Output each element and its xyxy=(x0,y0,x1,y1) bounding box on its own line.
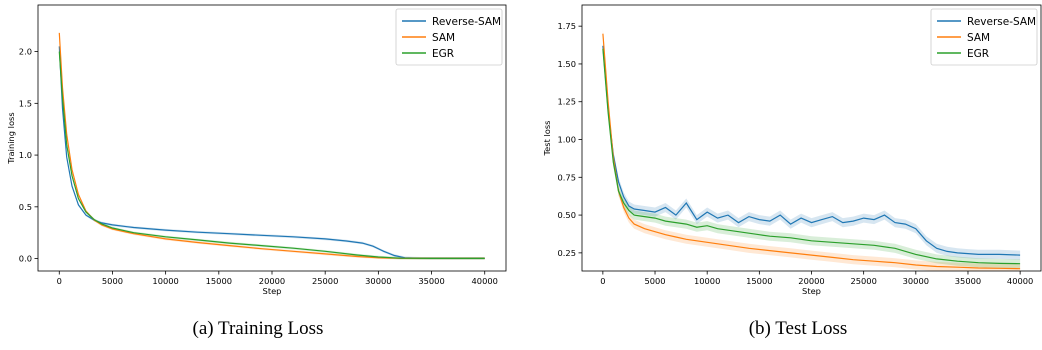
x-tick-label: 35000 xyxy=(955,276,981,286)
x-tick-label: 30000 xyxy=(903,276,929,286)
legend-label-reverse-sam: Reverse-SAM xyxy=(967,16,1036,28)
y-axis-label: Training loss xyxy=(6,112,16,164)
y-tick-label: 1.00 xyxy=(558,135,576,145)
series-line-sam xyxy=(58,32,485,259)
legend-label-sam: SAM xyxy=(432,32,455,44)
caption-test-loss: (b) Test Loss xyxy=(748,318,848,339)
y-tick-label: 0.25 xyxy=(558,248,576,258)
legend-label-sam: SAM xyxy=(967,32,990,44)
legend-box xyxy=(395,8,503,66)
series-line-egr xyxy=(58,51,485,259)
x-tick-label: 20000 xyxy=(798,276,824,286)
test-loss-chart: 0 5000 10000 15000 20000 25000 30000 35000 40000… xyxy=(542,4,1042,296)
legend-label-egr: EGR xyxy=(967,48,989,60)
y-tick-label: 1.5 xyxy=(19,98,32,108)
x-tick-label: 40000 xyxy=(472,276,498,286)
series-band-egr xyxy=(59,50,485,260)
x-tick-label: 25000 xyxy=(850,276,876,286)
x-axis-label: Step xyxy=(802,286,821,296)
x-tick-label: 30000 xyxy=(365,276,391,286)
y-tick-label: 1.75 xyxy=(558,21,576,31)
legend-box xyxy=(930,8,1038,66)
y-tick-label: 1.25 xyxy=(558,97,576,107)
y-tick-label: 0.0 xyxy=(19,254,32,264)
series-band-reverse-sam xyxy=(602,41,1021,260)
x-tick-label: 40000 xyxy=(1007,276,1033,286)
series-line-sam xyxy=(602,33,1021,270)
x-tick-label: 15000 xyxy=(206,276,232,286)
x-tick-label: 5000 xyxy=(644,276,665,286)
y-tick-label: 2.0 xyxy=(19,47,32,57)
training-loss-chart: 0 5000 10000 15000 20000 25000 30000 35000 40000… xyxy=(6,4,507,296)
x-tick-label: 20000 xyxy=(259,276,285,286)
y-tick-label: 0.5 xyxy=(19,202,32,212)
x-tick-label: 15000 xyxy=(746,276,772,286)
x-tick-label: 25000 xyxy=(312,276,338,286)
x-tick-label: 0 xyxy=(57,276,62,286)
x-tick-label: 35000 xyxy=(418,276,444,286)
series-line-egr xyxy=(602,48,1021,265)
y-tick-label: 1.0 xyxy=(19,150,32,160)
caption-training-loss: (a) Training Loss xyxy=(192,318,324,339)
y-tick-label: 0.75 xyxy=(558,172,576,182)
legend-label-reverse-sam: Reverse-SAM xyxy=(432,16,501,28)
x-tick-label: 5000 xyxy=(102,276,123,286)
y-axis-label: Test loss xyxy=(542,120,552,156)
x-tick-label: 10000 xyxy=(152,276,178,286)
y-tick-label: 1.50 xyxy=(558,59,576,69)
series-band-reverse-sam xyxy=(59,45,485,260)
legend-label-egr: EGR xyxy=(432,48,454,60)
series-line-reverse-sam xyxy=(602,45,1021,256)
x-axis-label: Step xyxy=(263,286,282,296)
series-line-reverse-sam xyxy=(58,46,485,259)
x-tick-label: 10000 xyxy=(694,276,720,286)
y-tick-label: 0.50 xyxy=(558,210,576,220)
x-tick-label: 0 xyxy=(600,276,605,286)
